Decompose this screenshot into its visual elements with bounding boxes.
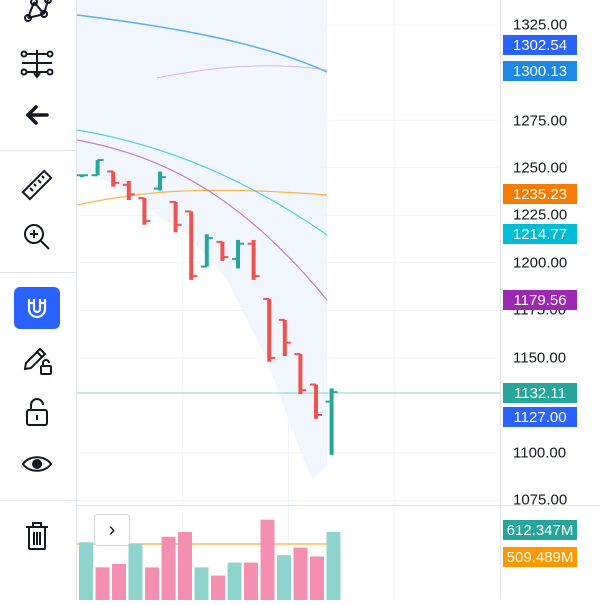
chart-canvas[interactable] xyxy=(76,0,500,600)
ohlc-bar xyxy=(91,159,104,177)
ma-line-orange xyxy=(76,189,328,206)
volume-tag-last: 612.347M xyxy=(503,520,577,540)
ohlc-bar xyxy=(122,180,135,201)
band-upper-line xyxy=(156,65,328,79)
volume-bar xyxy=(112,563,126,600)
price-tag-last: 1132.11 xyxy=(503,383,577,403)
volume-bar xyxy=(128,543,143,600)
price-axis[interactable]: 1325.00 1275.00 1250.00 1225.00 1200.00 … xyxy=(500,0,600,600)
price-tick: 1075.00 xyxy=(513,491,568,509)
volume-bar xyxy=(326,532,341,600)
pane-separator[interactable] xyxy=(77,505,600,506)
zoom-in-icon[interactable] xyxy=(14,216,60,258)
volume-bar xyxy=(194,567,209,600)
price-tag-ma-cyan: 1214.77 xyxy=(503,224,577,244)
ohlc-bar xyxy=(325,388,338,455)
price-tag-ma-purple: 1179.56 xyxy=(503,290,577,310)
price-tick: 1275.00 xyxy=(513,112,568,130)
ohlc-bar xyxy=(294,353,307,395)
price-tick: 1100.00 xyxy=(513,444,567,462)
toolbar-divider xyxy=(0,150,76,151)
ohlc-bar xyxy=(107,170,120,187)
ma-line-purple xyxy=(76,139,328,301)
ohlc-bar xyxy=(76,174,88,178)
ohlc-bar xyxy=(263,297,276,362)
ma-line-cyan xyxy=(76,129,328,236)
volume-tag-ma: 509.489M xyxy=(503,547,577,567)
toolbar-divider xyxy=(0,500,76,501)
ohlc-bar xyxy=(200,234,213,268)
ohlc-bar xyxy=(216,240,229,261)
ma-line-blue xyxy=(76,14,328,73)
volume-bar xyxy=(310,556,324,600)
eye-icon[interactable] xyxy=(14,443,60,485)
ohlc-bar xyxy=(247,239,260,280)
price-tag-ma-orange: 1235.23 xyxy=(503,184,577,204)
volume-bar xyxy=(277,555,291,600)
ohlc-bar xyxy=(154,171,166,191)
price-tick: 1150.00 xyxy=(513,349,567,367)
expand-pane-button[interactable]: › xyxy=(94,514,130,546)
price-tick: 1250.00 xyxy=(513,159,568,177)
volume-bar xyxy=(79,542,93,600)
volume-bar xyxy=(227,562,242,600)
volume-bar xyxy=(178,532,192,600)
ruler-icon[interactable] xyxy=(14,164,60,206)
volume-bar xyxy=(95,567,110,600)
ohlc-bar xyxy=(185,210,198,280)
volume-bar xyxy=(293,547,308,600)
ohlc-bar xyxy=(232,239,244,269)
bollinger-band-fill xyxy=(77,0,327,480)
price-chart-pane[interactable] xyxy=(76,0,500,600)
toolbar-divider xyxy=(0,272,76,273)
trash-icon[interactable] xyxy=(14,515,60,557)
price-tick: 1325.00 xyxy=(513,16,568,34)
price-tick: 1200.00 xyxy=(513,254,568,272)
padlock-open-icon[interactable] xyxy=(14,391,60,433)
volume-bars xyxy=(79,519,341,600)
arrow-left-icon[interactable] xyxy=(14,94,60,136)
ohlc-bar xyxy=(138,197,151,225)
sliders-icon[interactable] xyxy=(14,42,60,84)
volume-bar xyxy=(211,575,225,600)
volume-bar xyxy=(145,567,159,600)
node-network-icon[interactable] xyxy=(14,0,60,30)
drawing-toolbar xyxy=(0,0,77,600)
ohlc-bar xyxy=(169,200,182,233)
volume-bar xyxy=(260,519,275,600)
magnet-icon[interactable] xyxy=(14,287,60,329)
ohlc-bar xyxy=(278,318,291,356)
ohlc-bars xyxy=(76,159,338,455)
ohlc-bar xyxy=(310,383,322,419)
price-tag-band-lower: 1127.00 xyxy=(503,407,577,427)
volume-bar xyxy=(244,562,258,600)
pencil-lock-icon[interactable] xyxy=(14,339,60,381)
price-tick: 1225.00 xyxy=(513,206,568,224)
volume-bar xyxy=(161,536,176,600)
price-tag-ma: 1302.54 xyxy=(503,35,577,55)
price-tag-band-upper: 1300.13 xyxy=(503,61,577,81)
